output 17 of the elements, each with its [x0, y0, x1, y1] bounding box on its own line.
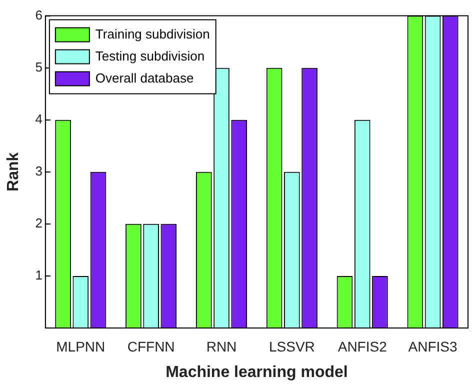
y-axis-title: Rank	[5, 152, 22, 192]
y-tick-label: 5	[35, 59, 42, 74]
y-tick-label: 3	[35, 163, 42, 178]
x-tick-label: ANFIS2	[338, 338, 388, 354]
y-tick-label: 4	[35, 111, 42, 126]
x-tick-label: LSSVR	[268, 338, 315, 354]
x-tick-label: RNN	[206, 338, 237, 354]
legend-label: Overall database	[95, 70, 194, 86]
x-tick-label: CFFNN	[127, 338, 175, 354]
y-tick-label: 1	[35, 268, 42, 283]
y-tick-label: 6	[35, 7, 42, 22]
x-tick-label: ANFIS3	[408, 338, 458, 354]
legend-label: Training subdivision	[95, 26, 210, 42]
y-tick-label: 2	[35, 216, 42, 231]
legend-label: Testing subdivision	[95, 48, 205, 64]
x-tick-label: MLPNN	[56, 338, 106, 354]
x-axis-title: Machine learning model	[166, 364, 348, 381]
